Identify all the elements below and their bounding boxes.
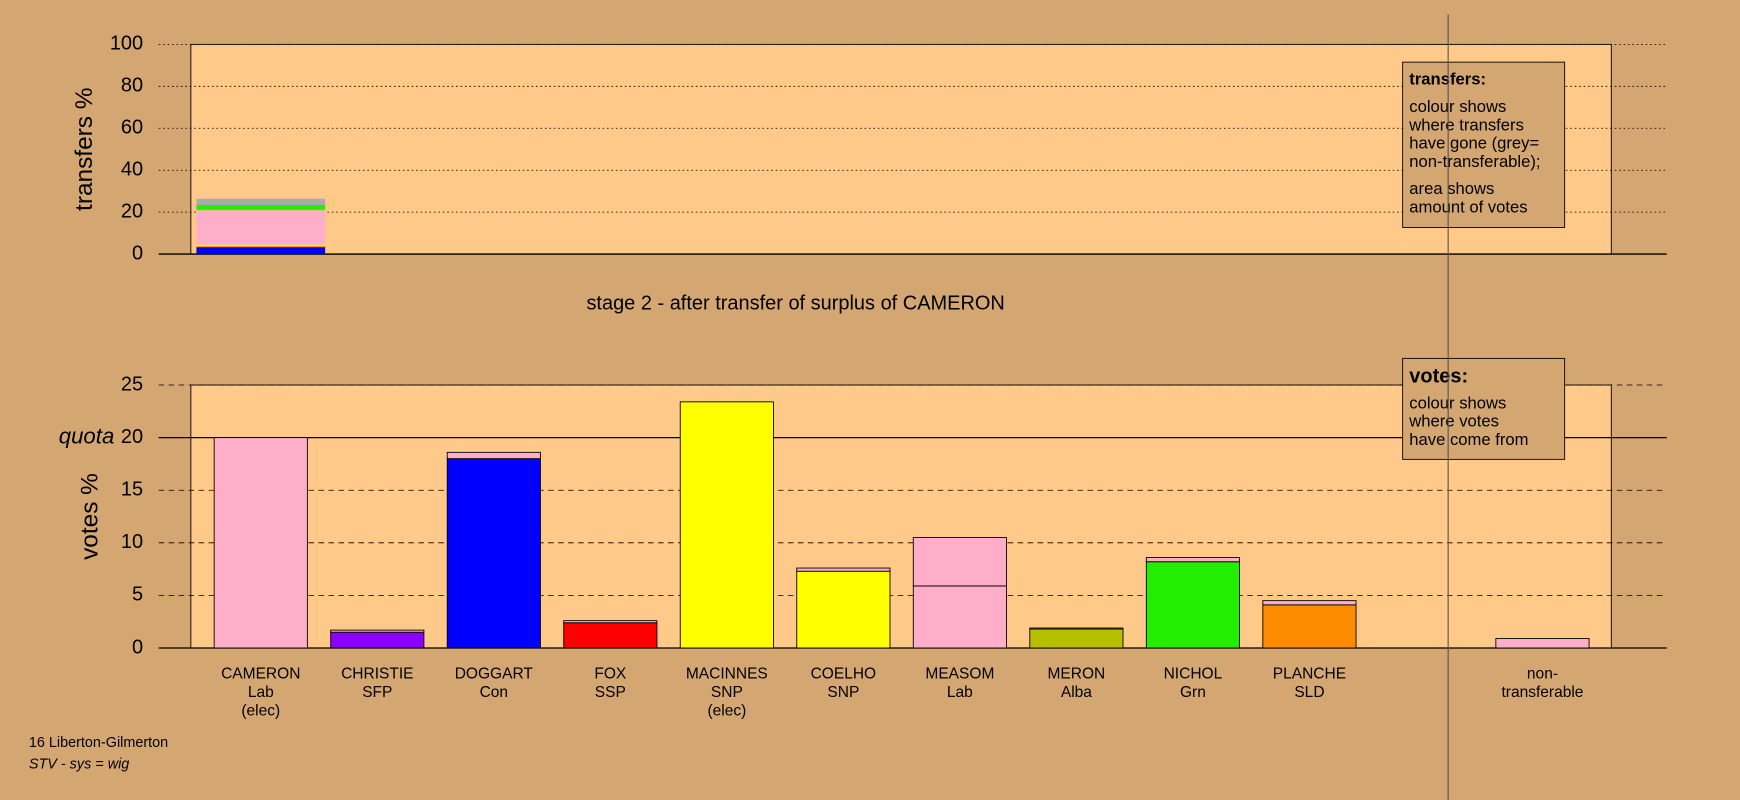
bar-segment xyxy=(196,210,326,245)
x-tick-label: (elec) xyxy=(707,702,746,719)
legend-title: votes: xyxy=(1409,366,1468,388)
y-tick-label: 20 xyxy=(121,426,143,448)
x-tick-label: MERON xyxy=(1048,666,1106,683)
y-tick-label: 80 xyxy=(121,75,143,97)
bar-segment xyxy=(1262,604,1357,649)
legend-text: have gone (grey= xyxy=(1409,134,1539,153)
x-tick-label: Alba xyxy=(1061,684,1092,701)
bar-segment xyxy=(1145,557,1240,563)
bar-segment xyxy=(563,620,658,624)
x-tick-label: SLD xyxy=(1294,684,1324,701)
bar-segment xyxy=(196,244,326,247)
x-tick-label: SFP xyxy=(362,684,392,701)
bar-segment xyxy=(213,437,308,649)
bar-segment xyxy=(196,247,326,255)
stage-title: stage 2 - after transfer of surplus of C… xyxy=(586,292,1004,314)
bar-segment xyxy=(912,537,1007,587)
bar-segment xyxy=(1029,627,1124,630)
x-tick-label: non- xyxy=(1527,666,1558,683)
bar-segment xyxy=(1495,638,1590,649)
x-tick-label: Grn xyxy=(1180,684,1206,701)
bar-segment xyxy=(796,567,891,572)
x-tick-label: COELHO xyxy=(811,666,877,683)
legend-box xyxy=(1402,61,1566,228)
x-tick-label: MACINNES xyxy=(686,666,768,683)
y-tick-label: 5 xyxy=(132,584,143,606)
legend-text: colour shows xyxy=(1409,97,1506,116)
bar-segment xyxy=(196,209,326,211)
bar-segment xyxy=(196,198,326,206)
x-tick-label: SSP xyxy=(595,684,626,701)
x-tick-label: SNP xyxy=(711,684,743,701)
y-axis-label: votes % xyxy=(76,473,103,560)
y-tick-label: 100 xyxy=(110,33,143,55)
bar-segment xyxy=(196,205,326,210)
bar-segment xyxy=(912,585,1007,649)
plot-area xyxy=(190,43,1612,255)
legend-text: have come from xyxy=(1409,430,1528,449)
bar-segment xyxy=(679,401,774,649)
plot-area xyxy=(190,384,1612,649)
x-tick-label: CAMERON xyxy=(221,666,300,683)
bar-segment xyxy=(330,629,425,633)
x-tick-label: Lab xyxy=(248,684,274,701)
y-tick-label: 25 xyxy=(121,373,143,395)
x-tick-label: Lab xyxy=(947,684,973,701)
bar-segment xyxy=(1029,628,1124,649)
y-tick-label: 20 xyxy=(121,200,143,222)
bar-segment xyxy=(446,451,541,460)
x-tick-label: FOX xyxy=(594,666,627,683)
y-tick-label: 10 xyxy=(121,531,143,553)
legend-text: where transfers xyxy=(1408,115,1524,134)
y-tick-label: 40 xyxy=(121,158,143,180)
bar-segment xyxy=(196,246,326,248)
footer-system: STV - sys = wig xyxy=(29,756,129,772)
x-tick-label: SNP xyxy=(827,684,859,701)
bar-segment xyxy=(1145,561,1240,649)
x-tick-label: NICHOL xyxy=(1164,666,1223,683)
y-axis-label: transfers % xyxy=(71,88,98,211)
bar-segment xyxy=(446,458,541,649)
bar-segment xyxy=(796,570,891,649)
bar-segment xyxy=(563,622,658,649)
x-tick-label: Con xyxy=(480,684,508,701)
legend-text: non-transferable); xyxy=(1409,152,1540,171)
y-tick-label: 15 xyxy=(121,478,143,500)
legend-text: amount of votes xyxy=(1409,197,1527,216)
legend-text: area shows xyxy=(1409,179,1494,198)
x-tick-label: DOGGART xyxy=(455,666,534,683)
y-tick-label: 0 xyxy=(132,242,143,264)
y-tick-label: 60 xyxy=(121,117,143,139)
x-tick-label: MEASOM xyxy=(925,666,994,683)
footer-constituency: 16 Liberton-Gilmerton xyxy=(29,735,168,751)
legend-text: colour shows xyxy=(1409,393,1506,412)
legend-box xyxy=(1402,357,1566,460)
y-tick-label: 0 xyxy=(132,636,143,658)
x-tick-label: (elec) xyxy=(241,702,280,719)
x-tick-label: transferable xyxy=(1502,684,1584,701)
quota-label: quota xyxy=(59,423,115,448)
bar-segment xyxy=(330,631,425,649)
x-tick-label: CHRISTIE xyxy=(341,666,413,683)
legend-text: where votes xyxy=(1408,412,1499,431)
bar-segment xyxy=(1262,600,1357,606)
x-tick-label: PLANCHE xyxy=(1273,666,1346,683)
